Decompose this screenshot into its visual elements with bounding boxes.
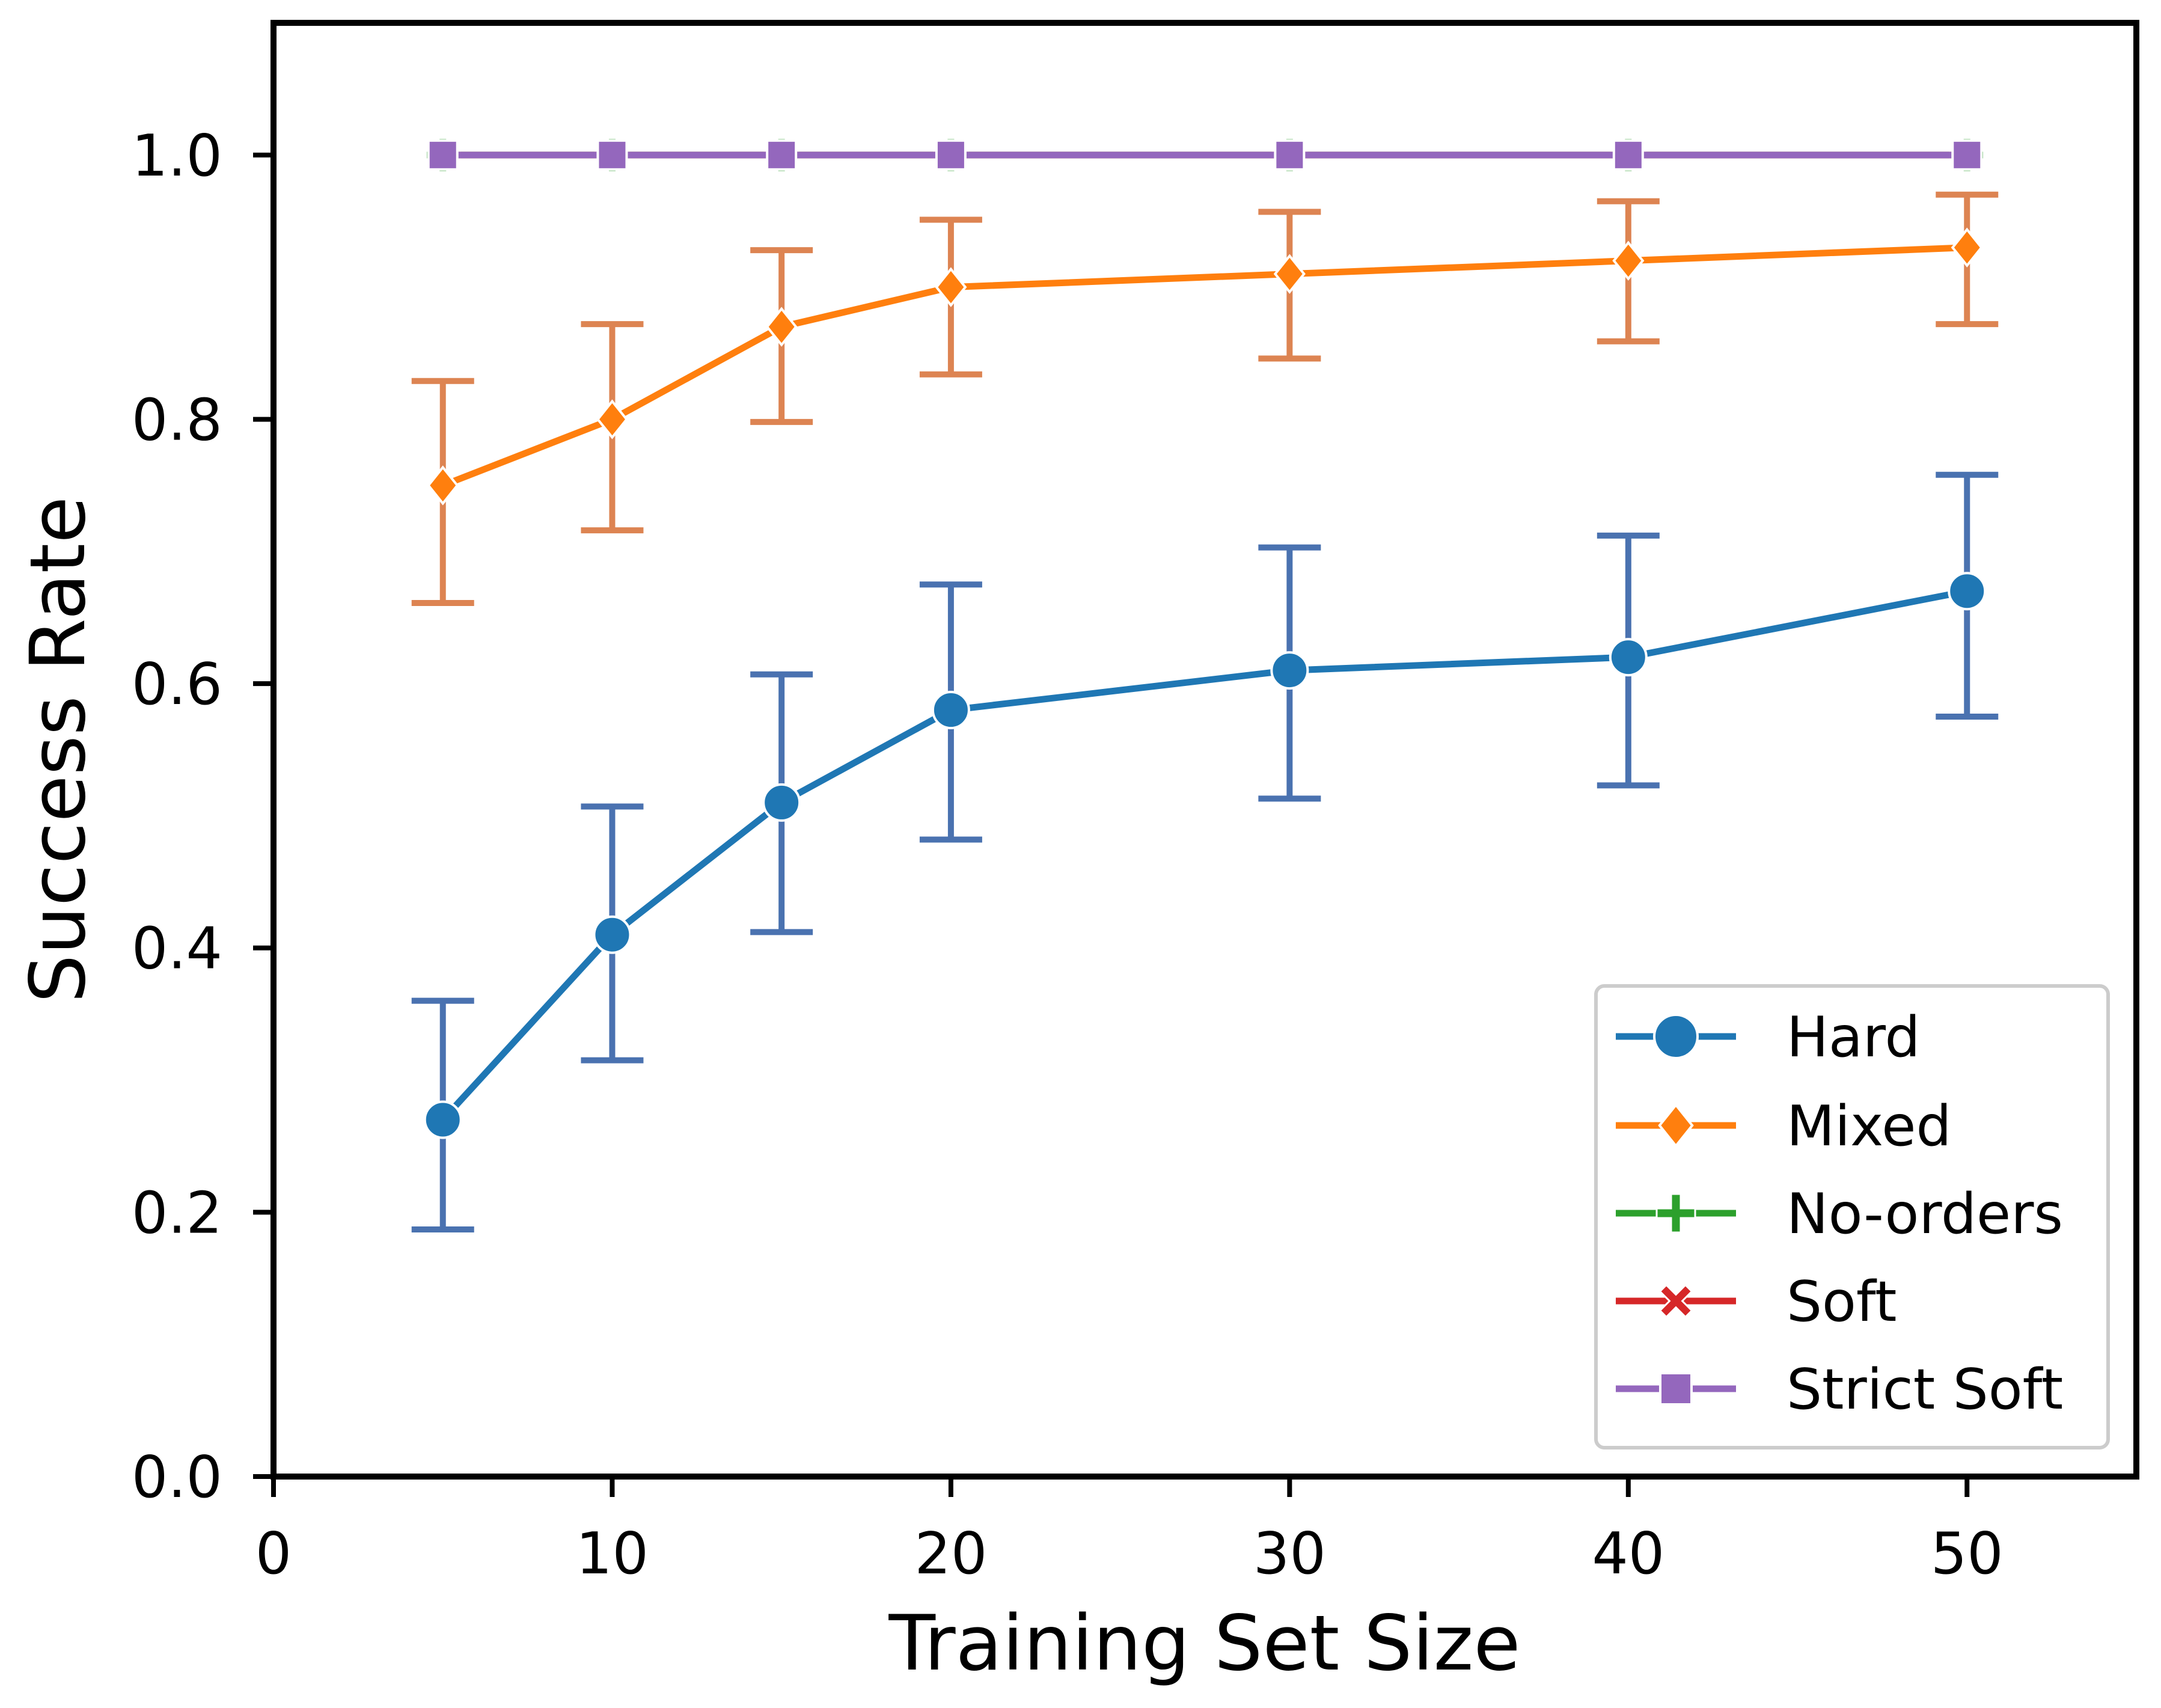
legend-label: No-orders — [1787, 1181, 2063, 1246]
legend-marker — [1658, 1284, 1693, 1318]
data-point — [1270, 651, 1309, 690]
data-point — [427, 465, 459, 506]
legend-item-no-orders: No-orders — [1616, 1181, 2063, 1246]
legend-label: Soft — [1787, 1269, 1897, 1334]
x-tick-label: 40 — [1592, 1521, 1664, 1587]
data-point — [423, 1100, 462, 1139]
data-point — [931, 691, 970, 730]
data-point — [766, 139, 798, 171]
legend-label: Strict Soft — [1787, 1357, 2063, 1422]
data-point — [596, 399, 629, 439]
x-tick-label: 10 — [576, 1521, 649, 1587]
series-strict-soft — [427, 139, 1983, 171]
y-tick-label: 0.4 — [132, 916, 222, 982]
legend-item-strict-soft: Strict Soft — [1616, 1357, 2063, 1422]
x-axis-title: Training Set Size — [888, 1599, 1520, 1688]
legend-marker — [1659, 1372, 1693, 1406]
legend-item-soft: Soft — [1616, 1269, 1897, 1334]
data-point — [593, 915, 632, 954]
data-point — [765, 307, 798, 347]
plot-frame — [271, 20, 2139, 1480]
legend-item-mixed: Mixed — [1616, 1094, 1952, 1159]
y-tick-label: 0.0 — [132, 1445, 222, 1511]
data-point — [427, 139, 459, 171]
series-hard — [411, 471, 1999, 1232]
data-point — [1612, 139, 1644, 171]
data-point — [1609, 638, 1648, 677]
legend-marker — [1653, 1014, 1699, 1059]
data-point — [935, 267, 967, 307]
data-point — [762, 783, 801, 822]
series-mixed — [411, 191, 1999, 607]
y-tick-label: 0.8 — [132, 387, 222, 453]
series-layer — [411, 137, 1999, 1232]
y-tick-label: 0.2 — [132, 1180, 222, 1246]
data-point — [1948, 572, 1987, 611]
data-point — [1951, 139, 1983, 171]
y-tick-label: 1.0 — [132, 123, 222, 189]
data-point — [1273, 254, 1306, 294]
data-point — [1612, 240, 1645, 281]
legend: Hard Mixed No-orders Soft Strict Soft — [1594, 984, 2110, 1449]
x-tick-label: 20 — [914, 1521, 987, 1587]
legend-box — [1594, 984, 2110, 1449]
x-tick-label: 30 — [1253, 1521, 1326, 1587]
legend-label: Mixed — [1787, 1094, 1952, 1159]
data-point — [935, 139, 967, 171]
legend-item-hard: Hard — [1616, 1005, 1921, 1070]
data-point — [1951, 227, 1983, 268]
axes: 0 10 20 30 40 50 0.0 0.2 0.4 0.6 0.8 1.0 — [132, 123, 2004, 1587]
data-point — [596, 139, 628, 171]
y-axis-title: Success Rate — [13, 497, 102, 1003]
legend-label: Hard — [1787, 1005, 1921, 1070]
y-tick-label: 0.6 — [132, 652, 222, 718]
data-point — [1274, 139, 1306, 171]
legend-marker — [1658, 1103, 1694, 1148]
legend-marker — [1655, 1193, 1696, 1234]
x-tick-label: 0 — [255, 1521, 292, 1587]
x-tick-label: 50 — [1931, 1521, 2004, 1587]
